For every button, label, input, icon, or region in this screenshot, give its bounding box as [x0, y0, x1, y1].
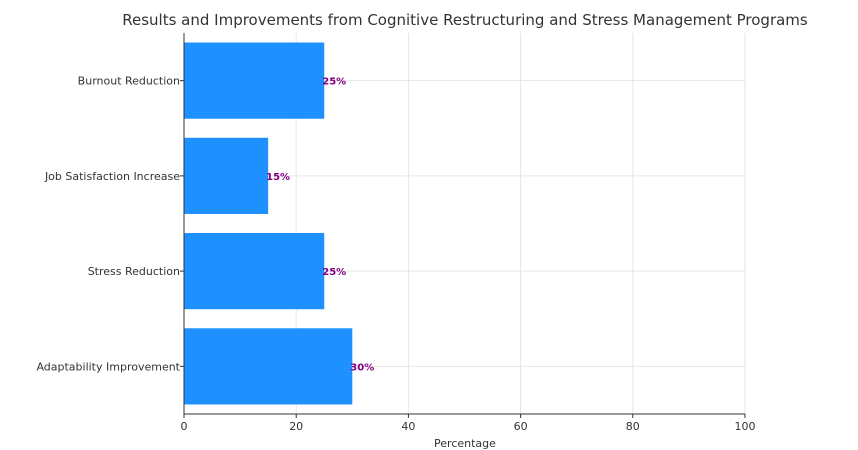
bar-value-label: 25% — [322, 267, 346, 278]
bar-value-label: 30% — [350, 362, 374, 373]
bar — [184, 233, 325, 310]
category-label: Burnout Reduction — [78, 75, 180, 88]
x-tick-label: 40 — [401, 420, 415, 433]
bar — [184, 137, 269, 214]
bar — [184, 328, 353, 405]
bar — [184, 42, 325, 119]
x-ticks: 0 20 40 60 80 100 — [181, 414, 756, 433]
x-tick-label: 20 — [289, 420, 303, 433]
x-axis-label: Percentage — [434, 437, 496, 450]
category-label: Stress Reduction — [88, 265, 180, 278]
category-label: Job Satisfaction Increase — [44, 170, 180, 183]
chart-title: Results and Improvements from Cognitive … — [122, 11, 808, 29]
x-tick-label: 80 — [626, 420, 640, 433]
category-label: Adaptability Improvement — [36, 360, 180, 373]
bar-value-label: 15% — [266, 172, 290, 183]
bars — [184, 42, 353, 405]
bar-value-label: 25% — [322, 77, 346, 88]
x-tick-label: 100 — [735, 420, 756, 433]
category-labels: Adaptability Improvement Stress Reduction… — [36, 75, 184, 373]
data-labels: 30% 25% 15% 25% — [266, 77, 374, 374]
x-tick-label: 60 — [514, 420, 528, 433]
x-tick-label: 0 — [181, 420, 188, 433]
